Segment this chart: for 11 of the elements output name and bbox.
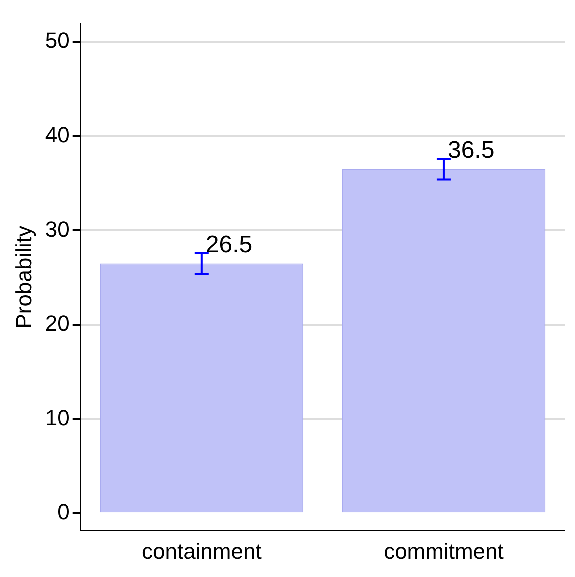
y-tick-label: 30 <box>45 216 70 242</box>
y-axis-title: Probability <box>11 226 36 329</box>
y-tick-label: 20 <box>45 311 70 336</box>
x-tick-label: commitment <box>384 538 504 564</box>
x-tick-label: containment <box>142 538 262 564</box>
y-tick-label: 10 <box>45 405 70 430</box>
data-label: 26.5 <box>206 231 253 258</box>
y-tick-label: 0 <box>58 500 70 525</box>
data-label: 36.5 <box>448 137 495 164</box>
y-tick-label: 50 <box>45 28 70 54</box>
y-tick-label: 40 <box>45 122 70 148</box>
